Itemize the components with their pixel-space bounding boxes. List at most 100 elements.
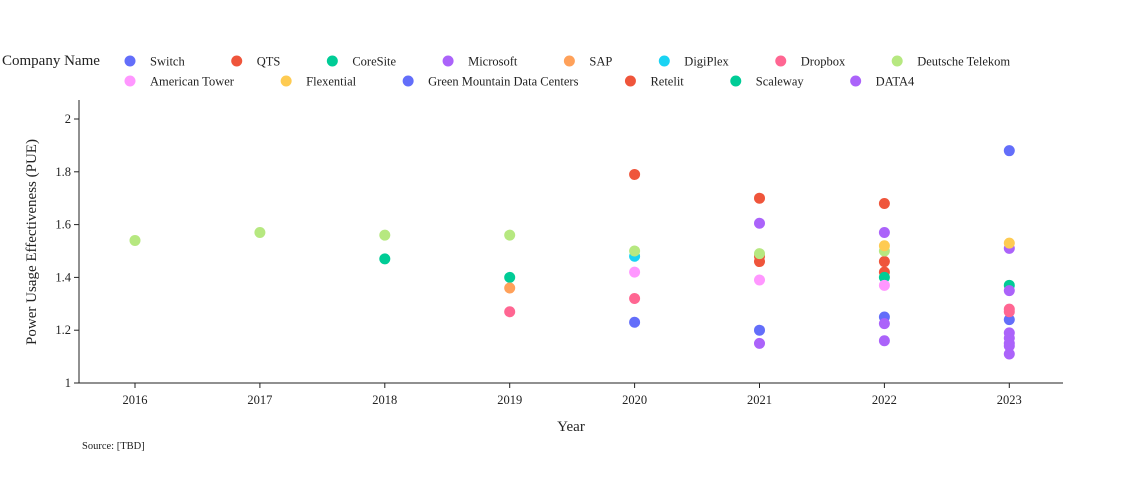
- x-tick-label: 2019: [497, 393, 522, 407]
- legend-label: Retelit: [650, 75, 684, 89]
- legend: Company Name Switch QTS CoreSite Microsoft S…: [2, 53, 1010, 89]
- x-tick-label: 2020: [622, 393, 647, 407]
- legend-item-digiplex[interactable]: DigiPlex: [658, 55, 730, 69]
- point-deutsche-telekom: [754, 248, 765, 260]
- point-coresite: [504, 271, 516, 283]
- legend-marker: [850, 75, 862, 87]
- legend-label: Green Mountain Data Centers: [428, 75, 578, 89]
- y-tick-label: 1: [65, 376, 71, 390]
- legend-marker: [402, 75, 414, 87]
- point-deutsche-telekom: [629, 245, 641, 257]
- point-data4: [754, 337, 765, 349]
- point-american-tower: [754, 274, 765, 286]
- point-deutsche-telekom: [504, 229, 516, 241]
- y-tick-label: 1.4: [55, 270, 71, 284]
- x-tick-label: 2018: [372, 393, 397, 407]
- y-axis-ticks: 1 1.2 1.4 1.6 1.8 2: [55, 112, 79, 390]
- point-qts: [754, 256, 765, 268]
- legend-item-data4[interactable]: DATA4: [850, 75, 915, 89]
- legend-title: Company Name: [2, 53, 100, 69]
- point-microsoft: [1003, 285, 1015, 297]
- legend-item-flexential[interactable]: Flexential: [280, 75, 357, 89]
- legend-label: DigiPlex: [684, 55, 729, 69]
- point-dropbox: [629, 293, 641, 305]
- point-qts: [629, 168, 641, 180]
- point-deutsche-telekom: [379, 229, 391, 241]
- legend-label: Deutsche Telekom: [917, 55, 1010, 69]
- legend-marker: [730, 75, 742, 87]
- legend-label: American Tower: [150, 75, 235, 89]
- x-tick-label: 2016: [123, 393, 148, 407]
- legend-marker: [442, 55, 454, 67]
- point-switch: [1003, 314, 1015, 326]
- point-flexential: [1003, 237, 1015, 249]
- x-tick-label: 2017: [247, 393, 272, 407]
- legend-marker: [775, 55, 787, 67]
- source-note: Source: [TBD]: [82, 441, 145, 452]
- point-data4: [878, 335, 890, 347]
- point-data4: [878, 318, 890, 330]
- point-american-tower: [629, 266, 641, 278]
- point-dropbox: [1003, 306, 1015, 318]
- point-deutsche-telekom: [129, 234, 141, 246]
- legend-marker: [563, 55, 575, 67]
- point-american-tower: [878, 279, 890, 291]
- legend-item-coresite[interactable]: CoreSite: [326, 55, 397, 69]
- legend-marker: [658, 55, 670, 67]
- point-switch: [1003, 145, 1015, 157]
- legend-label: Microsoft: [468, 55, 518, 69]
- point-microsoft: [754, 217, 765, 229]
- legend-item-qts[interactable]: QTS: [231, 55, 280, 69]
- legend-label: DATA4: [876, 75, 915, 89]
- x-tick-label: 2022: [872, 393, 897, 407]
- legend-label: SAP: [589, 55, 612, 69]
- legend-marker: [624, 75, 636, 87]
- legend-item-green-mountain-data-centers[interactable]: Green Mountain Data Centers: [402, 75, 579, 89]
- plot-area: 2016 2017 2018 2019 2020 2021 2022 2023 1 1.2 1.4…: [55, 100, 1063, 407]
- legend-label: Switch: [150, 55, 185, 69]
- legend-item-retelit[interactable]: Retelit: [624, 75, 684, 89]
- point-qts: [878, 256, 890, 268]
- point-data4: [1003, 348, 1015, 360]
- y-tick-label: 2: [65, 112, 71, 126]
- legend-label: Scaleway: [756, 75, 805, 89]
- legend-item-switch[interactable]: Switch: [124, 55, 186, 69]
- legend-marker: [124, 75, 136, 87]
- legend-item-microsoft[interactable]: Microsoft: [442, 55, 518, 69]
- legend-item-dropbox[interactable]: Dropbox: [775, 55, 846, 69]
- x-tick-label: 2023: [997, 393, 1022, 407]
- legend-marker: [326, 55, 338, 67]
- y-tick-label: 1.6: [55, 218, 71, 232]
- x-tick-label: 2021: [747, 393, 772, 407]
- point-deutsche-telekom: [254, 227, 266, 239]
- legend-marker: [124, 55, 136, 67]
- y-axis-title: Power Usage Effectiveness (PUE): [24, 139, 40, 345]
- point-coresite: [878, 271, 890, 283]
- legend-item-deutsche-telekom[interactable]: Deutsche Telekom: [891, 55, 1011, 69]
- point-microsoft: [878, 227, 890, 239]
- legend-label: Dropbox: [801, 55, 846, 69]
- legend-marker: [231, 55, 243, 67]
- x-axis-title: Year: [557, 419, 585, 435]
- legend-label: QTS: [257, 55, 281, 69]
- legend-item-scaleway[interactable]: Scaleway: [730, 75, 804, 89]
- legend-item-american-tower[interactable]: American Tower: [124, 75, 235, 89]
- x-axis-ticks: 2016 2017 2018 2019 2020 2021 2022 2023: [123, 383, 1022, 407]
- point-data4: [1003, 340, 1015, 352]
- y-tick-label: 1.2: [55, 323, 71, 337]
- point-switch: [629, 316, 641, 328]
- legend-marker: [280, 75, 292, 87]
- point-qts: [754, 192, 765, 204]
- data-points: [129, 145, 1015, 360]
- point-dropbox: [504, 306, 516, 318]
- point-sap: [504, 282, 516, 294]
- legend-label: Flexential: [306, 75, 357, 89]
- y-tick-label: 1.8: [55, 165, 71, 179]
- point-flexential: [878, 240, 890, 252]
- point-coresite: [379, 253, 391, 265]
- legend-marker: [891, 55, 903, 67]
- legend-label: CoreSite: [352, 55, 396, 69]
- point-switch: [754, 324, 765, 336]
- legend-item-sap[interactable]: SAP: [563, 55, 612, 69]
